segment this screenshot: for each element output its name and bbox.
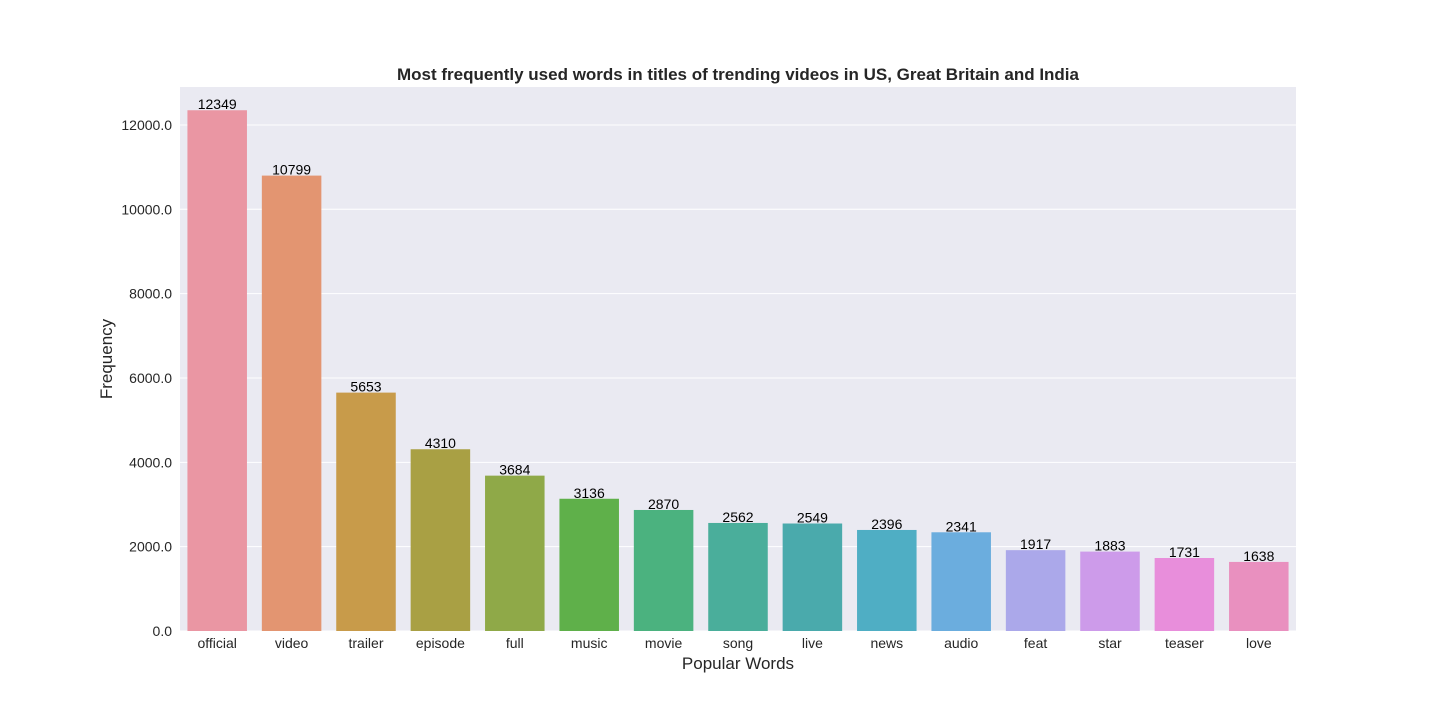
data-label-full: 3684: [499, 462, 530, 478]
bar-news: [857, 529, 917, 631]
data-label-movie: 2870: [648, 496, 679, 512]
bar-episode: [410, 449, 471, 631]
y-tick-label: 8000.0: [129, 286, 172, 302]
y-tick-label: 6000.0: [129, 370, 172, 386]
data-label-live: 2549: [797, 510, 828, 526]
x-tick-label-full: full: [506, 635, 524, 651]
x-tick-label-video: video: [275, 635, 309, 651]
bar-music: [559, 498, 619, 631]
y-tick-label: 12000.0: [121, 117, 172, 133]
y-tick-label: 2000.0: [129, 539, 172, 555]
bar-live: [782, 523, 843, 631]
bar-movie: [633, 509, 694, 631]
data-label-official: 12349: [198, 96, 237, 112]
bar-love: [1229, 561, 1289, 631]
y-tick-label: 4000.0: [129, 454, 172, 470]
bars: [187, 110, 1289, 632]
data-label-audio: 2341: [946, 518, 977, 534]
x-tick-label-music: music: [571, 635, 608, 651]
data-label-video: 10799: [272, 162, 311, 178]
bar-feat: [1005, 550, 1066, 631]
x-tick-label-episode: episode: [416, 635, 465, 651]
data-label-teaser: 1731: [1169, 544, 1200, 560]
data-label-feat: 1917: [1020, 536, 1051, 552]
x-tick-label-news: news: [870, 635, 903, 651]
bar-video: [261, 175, 322, 631]
bar-star: [1080, 551, 1140, 631]
bar-full: [485, 475, 545, 631]
data-labels: 12349 10799 5653 4310 3684 3136 2870 2562 2549 23…: [198, 96, 1275, 564]
y-axis-label: Frequency: [97, 318, 116, 399]
bar-official: [187, 110, 247, 632]
x-tick-label-audio: audio: [944, 635, 978, 651]
x-axis-label: Popular Words: [682, 654, 794, 673]
data-label-music: 3136: [574, 485, 605, 501]
x-tick-label-live: live: [802, 635, 823, 651]
y-tick-labels: 0.0 2000.0 4000.0 6000.0 8000.0 10000.0 12000.…: [121, 117, 172, 639]
x-tick-label-feat: feat: [1024, 635, 1047, 651]
bar-audio: [931, 532, 991, 631]
data-label-trailer: 5653: [350, 379, 381, 395]
bar-song: [708, 522, 768, 631]
x-tick-labels: official video trailer episode full music movi…: [197, 635, 1271, 651]
x-tick-label-teaser: teaser: [1165, 635, 1204, 651]
x-tick-label-star: star: [1098, 635, 1122, 651]
data-label-episode: 4310: [425, 435, 456, 451]
data-label-song: 2562: [722, 509, 753, 525]
data-label-news: 2396: [871, 516, 902, 532]
x-tick-label-love: love: [1246, 635, 1272, 651]
bar-teaser: [1154, 558, 1215, 631]
x-tick-label-song: song: [723, 635, 753, 651]
data-label-star: 1883: [1094, 538, 1125, 554]
data-label-love: 1638: [1243, 548, 1274, 564]
y-tick-label: 10000.0: [121, 201, 172, 217]
x-tick-label-trailer: trailer: [348, 635, 383, 651]
y-tick-label: 0.0: [153, 623, 173, 639]
x-tick-label-movie: movie: [645, 635, 683, 651]
chart-title: Most frequently used words in titles of …: [397, 65, 1080, 84]
bar-trailer: [336, 392, 396, 631]
x-tick-label-official: official: [197, 635, 236, 651]
